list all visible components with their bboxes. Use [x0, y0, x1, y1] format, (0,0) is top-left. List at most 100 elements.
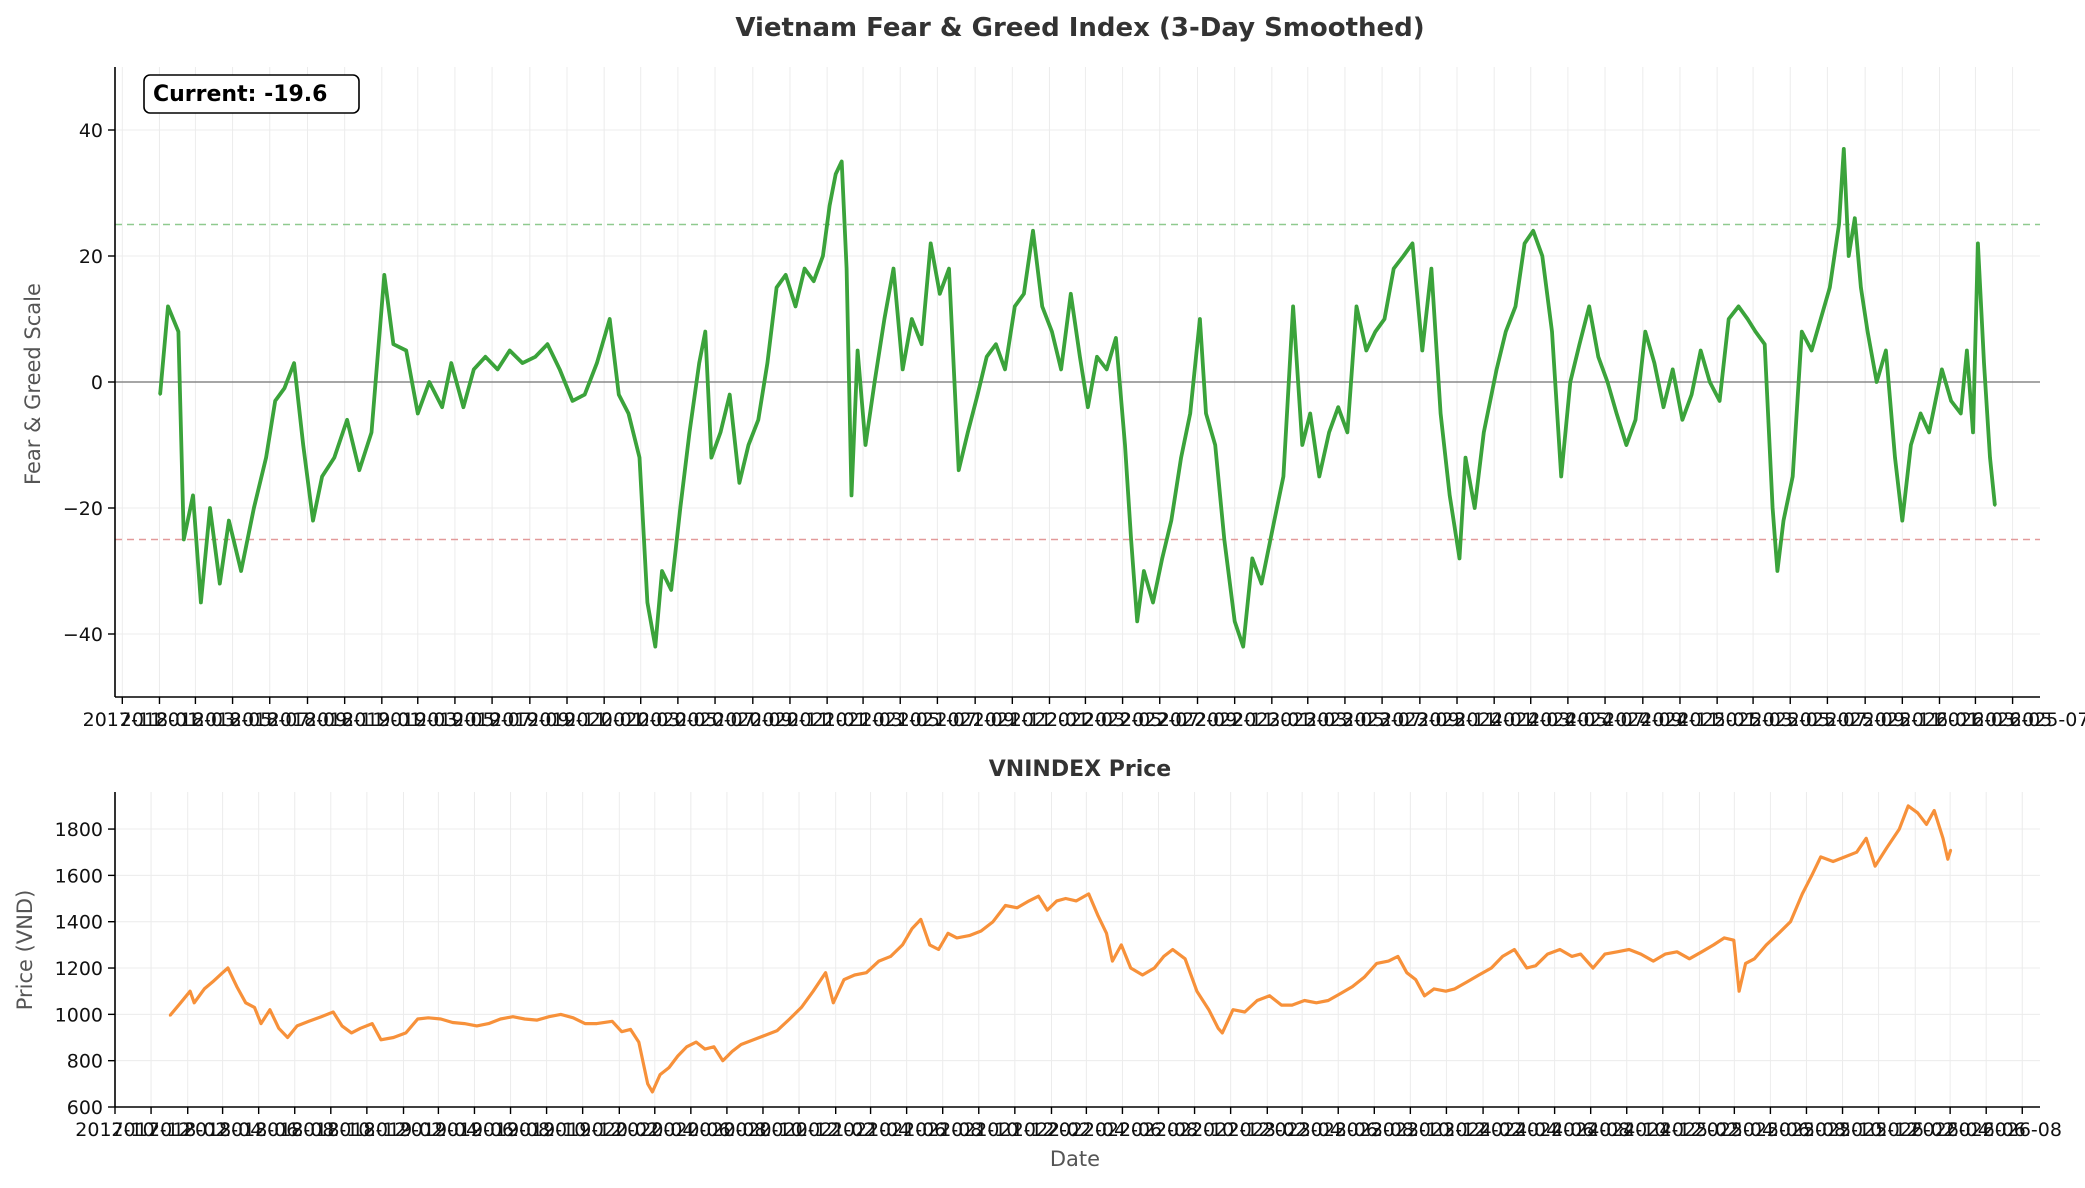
- data-point: [776, 1029, 779, 1032]
- y-tick-label: 40: [79, 120, 103, 142]
- data-point: [1136, 620, 1139, 623]
- data-point: [1699, 349, 1702, 352]
- data-point: [1873, 864, 1877, 868]
- data-point: [1027, 899, 1031, 903]
- x-tick-label: 2024-02: [1443, 1119, 1522, 1141]
- data-point: [179, 1001, 182, 1004]
- data-point: [1949, 399, 1953, 403]
- x-tick-label: 2018-01: [120, 709, 199, 731]
- data-point: [177, 330, 180, 333]
- data-point: [244, 1001, 247, 1004]
- data-point: [1351, 985, 1354, 988]
- data-point: [1688, 957, 1691, 960]
- x-tick-label: 2025-01: [1677, 709, 1756, 731]
- x-tick-label: 2018-06: [219, 1119, 298, 1141]
- data-point: [1859, 286, 1863, 289]
- x-tick-label: 2020-03: [601, 709, 680, 731]
- data-point: [1712, 943, 1715, 947]
- data-point: [629, 1028, 632, 1031]
- data-point: [946, 932, 950, 935]
- x-tick-label: 2022-07: [1120, 709, 1199, 731]
- x-tick-label: 2022-02: [1012, 1119, 1091, 1141]
- x-tick-label: 2025-06: [1731, 1119, 1810, 1141]
- data-point: [1031, 229, 1035, 232]
- x-tick-label: 2025-11: [1863, 709, 1942, 731]
- vnindex-series: [168, 804, 1953, 1094]
- data-point: [508, 349, 511, 352]
- data-point: [834, 172, 837, 176]
- x-tick-label: 2024-11: [1640, 709, 1719, 731]
- data-point: [1727, 317, 1730, 321]
- x-tick-label: 2024-10: [1587, 1119, 1666, 1141]
- data-point: [637, 1040, 640, 1044]
- data-point: [812, 990, 815, 993]
- data-point: [1653, 361, 1656, 365]
- x-tick-label: 2018-12: [327, 1119, 406, 1141]
- data-point: [1189, 412, 1192, 415]
- x-tick-label: 2018-08: [255, 1119, 334, 1141]
- data-point: [1675, 950, 1679, 953]
- data-point: [1941, 837, 1945, 840]
- data-point: [1096, 913, 1099, 916]
- data-point: [320, 475, 324, 478]
- x-tick-label: 2019-07: [452, 709, 531, 731]
- data-point: [719, 431, 722, 434]
- data-point: [738, 481, 741, 484]
- data-point: [1800, 330, 1804, 333]
- data-point: [824, 971, 827, 974]
- data-point: [1233, 620, 1236, 623]
- data-point: [211, 980, 214, 984]
- data-point: [856, 349, 859, 352]
- data-point: [1105, 368, 1108, 371]
- data-point: [1273, 519, 1276, 522]
- data-point: [775, 286, 778, 289]
- data-point: [1004, 904, 1007, 907]
- data-point: [450, 361, 453, 365]
- data-point: [1810, 874, 1814, 877]
- data-point: [340, 1024, 344, 1028]
- data-point: [803, 267, 806, 270]
- vnindex-y-label: Price (VND): [13, 890, 37, 1011]
- data-point: [1423, 994, 1426, 997]
- x-tick-label: 2023-10: [1371, 1119, 1450, 1141]
- data-point: [1444, 990, 1448, 993]
- x-tick-label: 2021-05: [861, 709, 940, 731]
- data-point: [853, 973, 856, 977]
- data-point: [218, 582, 221, 585]
- data-point: [1959, 412, 1963, 415]
- data-point: [646, 601, 649, 604]
- data-point: [487, 1022, 490, 1025]
- data-point: [1988, 456, 1992, 459]
- data-point: [1405, 971, 1409, 974]
- data-point: [277, 1027, 280, 1030]
- x-tick-label: 2023-12: [1407, 1119, 1486, 1141]
- data-point: [1421, 349, 1424, 352]
- data-point: [1732, 939, 1736, 942]
- data-point: [658, 1073, 662, 1076]
- x-tick-label: 2025-07: [1788, 709, 1867, 731]
- x-tick-label: 2019-08: [471, 1119, 550, 1141]
- data-point: [546, 343, 549, 346]
- data-point: [937, 948, 940, 951]
- data-point: [1251, 557, 1254, 560]
- data-point: [227, 519, 231, 522]
- data-point: [1041, 305, 1044, 308]
- data-point: [168, 1014, 172, 1017]
- data-point: [572, 1016, 575, 1019]
- data-point: [976, 393, 979, 396]
- x-tick-label: 2019-01: [342, 709, 421, 731]
- fear-greed-line: [158, 147, 1997, 649]
- data-point: [646, 1082, 649, 1086]
- data-point: [928, 943, 931, 947]
- data-point: [994, 343, 998, 346]
- x-tick-label: 2020-01: [564, 709, 643, 731]
- x-tick-label: 2018-04: [183, 1119, 262, 1141]
- data-point: [1003, 368, 1007, 371]
- data-point: [1123, 443, 1127, 447]
- x-tick-label: 2024-07: [1565, 709, 1644, 731]
- x-tick-label: 2020-10: [723, 1119, 802, 1141]
- data-point: [558, 368, 561, 371]
- x-tick-label: 2017-11: [83, 709, 162, 731]
- data-point: [864, 443, 867, 447]
